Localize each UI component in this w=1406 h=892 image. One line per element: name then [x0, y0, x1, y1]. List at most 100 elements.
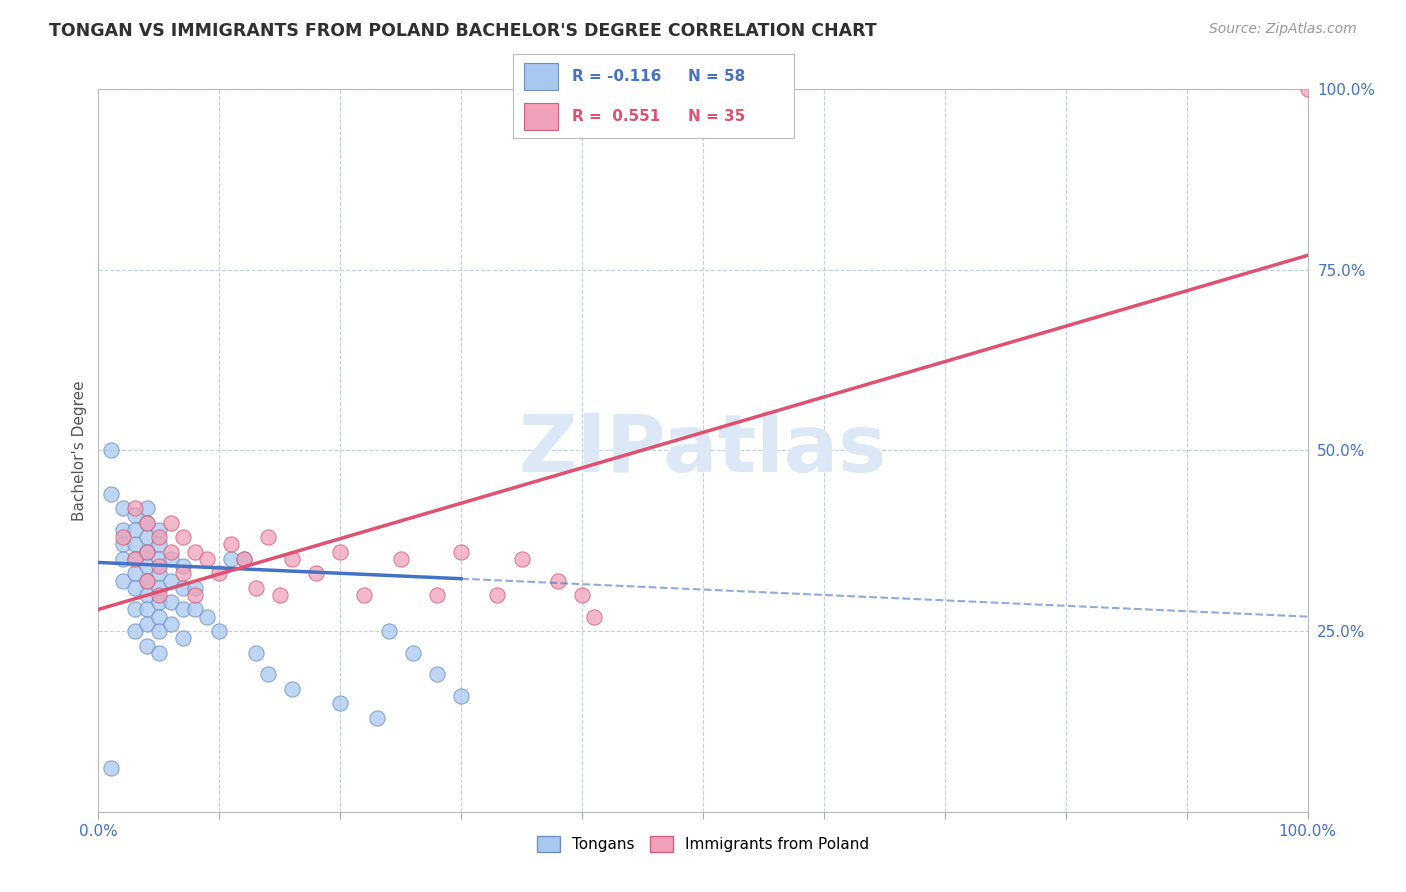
Point: [148, 609, 170, 624]
Point: [353, 588, 375, 602]
Point: [281, 551, 304, 566]
Point: [184, 581, 207, 595]
Point: [124, 523, 146, 537]
Point: [232, 551, 254, 566]
Point: [184, 544, 207, 558]
Point: [111, 574, 134, 588]
Text: R = -0.116: R = -0.116: [572, 69, 662, 84]
Point: [160, 616, 183, 631]
Point: [135, 602, 157, 616]
Point: [100, 443, 122, 458]
Point: [221, 551, 243, 566]
Point: [100, 487, 122, 501]
Point: [305, 566, 328, 581]
Point: [124, 508, 146, 523]
Text: R =  0.551: R = 0.551: [572, 109, 661, 124]
Point: [547, 574, 569, 588]
Point: [148, 537, 170, 551]
Point: [402, 646, 425, 660]
Point: [366, 711, 388, 725]
Point: [124, 566, 146, 581]
Point: [124, 551, 146, 566]
Point: [160, 551, 183, 566]
Point: [256, 530, 278, 544]
Point: [124, 501, 146, 516]
Point: [111, 523, 134, 537]
Point: [160, 516, 183, 530]
Text: Source: ZipAtlas.com: Source: ZipAtlas.com: [1209, 22, 1357, 37]
Point: [135, 574, 157, 588]
FancyBboxPatch shape: [524, 103, 558, 130]
Point: [135, 544, 157, 558]
Point: [450, 544, 472, 558]
Point: [245, 646, 267, 660]
Point: [172, 581, 194, 595]
Point: [486, 588, 509, 602]
Point: [135, 574, 157, 588]
FancyBboxPatch shape: [524, 62, 558, 90]
Point: [148, 559, 170, 574]
Point: [1296, 82, 1319, 96]
Text: ZIPatlas: ZIPatlas: [519, 411, 887, 490]
Point: [450, 689, 472, 703]
Point: [583, 609, 606, 624]
Point: [426, 588, 449, 602]
Point: [124, 602, 146, 616]
Point: [172, 602, 194, 616]
Point: [245, 581, 267, 595]
Point: [269, 588, 291, 602]
Point: [329, 696, 352, 710]
Point: [135, 516, 157, 530]
Point: [148, 530, 170, 544]
Text: N = 35: N = 35: [688, 109, 745, 124]
Point: [135, 530, 157, 544]
Point: [208, 566, 231, 581]
Point: [111, 530, 134, 544]
Point: [184, 588, 207, 602]
Y-axis label: Bachelor's Degree: Bachelor's Degree: [72, 380, 87, 521]
Text: TONGAN VS IMMIGRANTS FROM POLAND BACHELOR'S DEGREE CORRELATION CHART: TONGAN VS IMMIGRANTS FROM POLAND BACHELO…: [49, 22, 877, 40]
Point: [148, 595, 170, 609]
Legend: Tongans, Immigrants from Poland: Tongans, Immigrants from Poland: [531, 830, 875, 858]
Point: [389, 551, 412, 566]
Point: [148, 624, 170, 639]
Point: [172, 530, 194, 544]
Point: [148, 581, 170, 595]
Point: [135, 639, 157, 653]
Point: [195, 551, 218, 566]
Point: [281, 681, 304, 696]
Point: [172, 566, 194, 581]
Point: [160, 595, 183, 609]
Point: [148, 646, 170, 660]
Point: [195, 609, 218, 624]
Point: [111, 551, 134, 566]
Point: [135, 559, 157, 574]
Point: [148, 523, 170, 537]
Point: [124, 537, 146, 551]
Point: [221, 537, 243, 551]
Point: [135, 516, 157, 530]
Point: [148, 588, 170, 602]
Point: [571, 588, 593, 602]
Point: [124, 551, 146, 566]
Point: [160, 574, 183, 588]
Point: [124, 624, 146, 639]
Point: [124, 581, 146, 595]
Point: [172, 632, 194, 646]
Point: [256, 667, 278, 681]
Point: [184, 602, 207, 616]
Point: [426, 667, 449, 681]
Point: [135, 616, 157, 631]
Point: [148, 551, 170, 566]
Point: [135, 544, 157, 558]
Text: N = 58: N = 58: [688, 69, 745, 84]
Point: [135, 501, 157, 516]
Point: [208, 624, 231, 639]
Point: [377, 624, 399, 639]
Point: [111, 537, 134, 551]
Point: [329, 544, 352, 558]
Point: [111, 501, 134, 516]
Point: [100, 761, 122, 775]
Point: [135, 588, 157, 602]
Point: [172, 559, 194, 574]
